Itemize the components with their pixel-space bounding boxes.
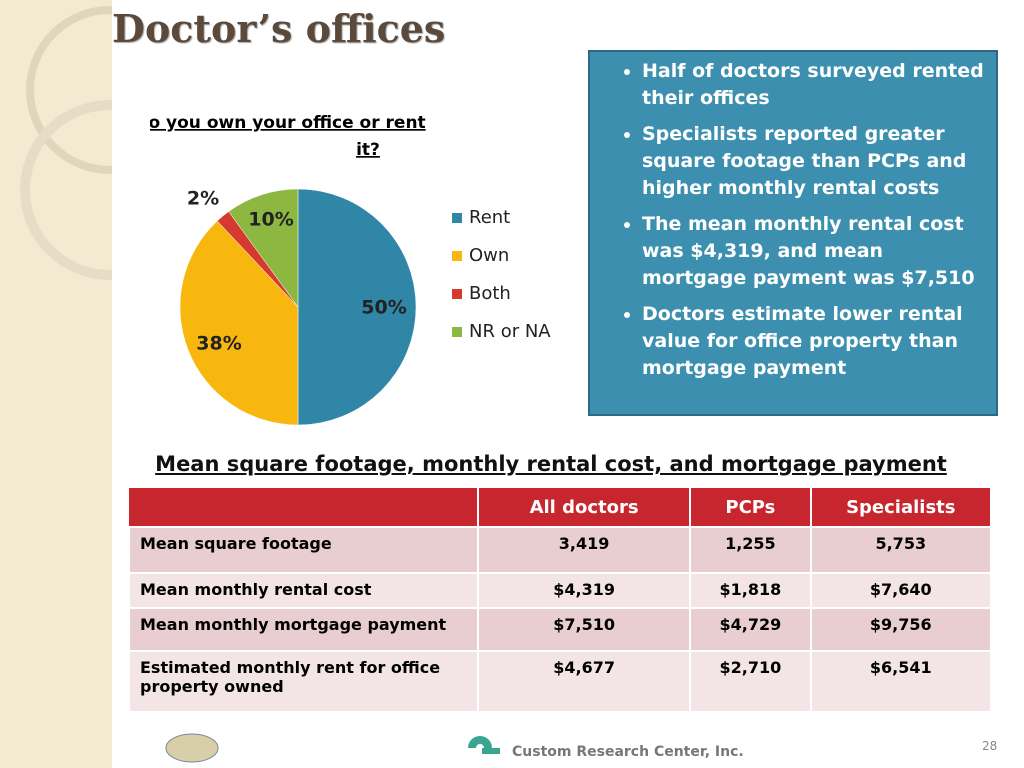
bullet-box: Half of doctors surveyed rented their of… (588, 50, 998, 416)
chart-title: Do you own your office or rent it? (150, 113, 426, 160)
table-row: Estimated monthly rent for office proper… (128, 650, 990, 711)
table-cell: $6,541 (809, 650, 990, 711)
bullet: Specialists reported greater square foot… (642, 121, 986, 202)
header-cell (129, 488, 478, 527)
legend-label: NR or NA (469, 321, 551, 342)
legend-label: Own (469, 245, 509, 266)
data-label: 38% (196, 333, 241, 355)
legend-swatch (452, 251, 462, 261)
bullet: Half of doctors surveyed rented their of… (642, 58, 986, 112)
table-cell: $4,729 (689, 607, 811, 651)
bullet: The mean monthly rental cost was $4,319,… (642, 211, 986, 292)
table-cell: Mean monthly rental cost (128, 572, 478, 608)
bullet: Doctors estimate lower rental value for … (642, 301, 986, 382)
legend-swatch (452, 289, 462, 299)
data-table: All doctors PCPs Specialists Mean square fo… (128, 488, 990, 711)
pie-slice (297, 188, 417, 426)
table-cell: 3,419 (476, 526, 691, 573)
slide-title: Doctor’s offices (112, 6, 446, 51)
table-cell: Estimated monthly rent for office proper… (128, 650, 478, 711)
legend-label: Rent (469, 207, 510, 228)
page-number: 28 (982, 739, 998, 753)
table-cell: $2,710 (689, 650, 811, 711)
pie-slice (228, 188, 299, 308)
header-cell: All doctors (476, 488, 691, 527)
table-row: Mean monthly rental cost $4,319 $1,818 $7,6… (128, 572, 990, 608)
table-row: Mean square footage 3,419 1,255 5,753 (128, 526, 990, 573)
table-title: Mean square footage, monthly rental cost… (155, 452, 947, 476)
pie-chart: Do you own your office or rent it? 50% Ren… (150, 113, 551, 426)
table-row: Mean monthly mortgage payment $7,510 $4,72… (128, 607, 990, 651)
legend-label: Both (469, 283, 511, 304)
table-cell: 5,753 (809, 526, 990, 573)
table-cell: Mean monthly mortgage payment (128, 607, 478, 651)
data-label: 50% (361, 297, 406, 319)
header-cell: Specialists (809, 488, 990, 527)
logo (165, 733, 219, 763)
company-name: Custom Research Center, Inc. (512, 744, 744, 760)
decoration (20, 6, 112, 280)
table-cell: $7,640 (809, 572, 990, 608)
table-cell: $4,319 (476, 572, 691, 608)
bullet-list: Half of doctors surveyed rented their of… (590, 58, 996, 382)
header-row: All doctors PCPs Specialists (129, 488, 990, 527)
header-cell: PCPs (689, 488, 811, 527)
company-logo (468, 736, 500, 754)
table-cell: $1,818 (689, 572, 811, 608)
pie-slice (179, 220, 299, 426)
table-cell: $9,756 (809, 607, 990, 651)
side-decoration (0, 0, 112, 768)
table-cell: $4,677 (476, 650, 691, 711)
legend-swatch (452, 327, 462, 337)
data-label: 2% (187, 188, 219, 210)
data-label: 10% (248, 209, 293, 231)
table-cell: $7,510 (476, 607, 691, 651)
legend-swatch (452, 213, 462, 223)
table-cell: Mean square footage (128, 526, 478, 573)
table-cell: 1,255 (689, 526, 811, 573)
